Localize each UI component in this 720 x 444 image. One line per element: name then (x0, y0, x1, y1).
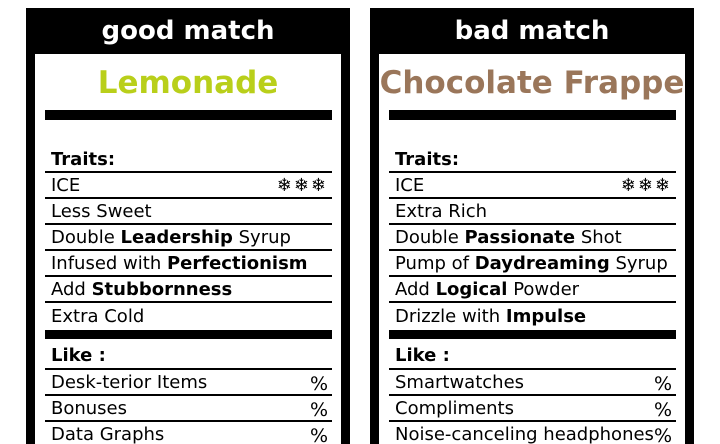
drink-name: Chocolate Frappe (379, 65, 685, 101)
percent-value: % (309, 424, 328, 444)
divider-bar (45, 330, 332, 339)
ice-label: ICE (395, 174, 425, 196)
divider-bar (389, 110, 676, 120)
trait-row: Double Passionate Shot (389, 225, 676, 251)
trait-row: Extra Cold (51, 305, 145, 327)
like-row: Compliments% (389, 396, 676, 422)
card-header: good match (101, 16, 275, 46)
ice-label: ICE (51, 174, 81, 196)
card-body: Chocolate Frappe Traits: ICE ❄❄❄ Extra R… (379, 54, 685, 444)
divider-bar (45, 110, 332, 120)
like-row: Bonuses% (45, 396, 332, 422)
trait-row: Add Stubbornness (45, 277, 332, 303)
percent-value: % (309, 372, 328, 395)
snowflake-icon: ❄❄❄ (620, 174, 672, 196)
percent-value: % (653, 424, 672, 444)
trait-row: Drizzle with Impulse (395, 305, 587, 327)
like-row: Noise-canceling headphones% (389, 422, 676, 444)
card-body: Lemonade Traits: ICE ❄❄❄ Less Sweet Doub… (35, 54, 341, 444)
trait-ice-row: ICE ❄❄❄ (45, 173, 332, 199)
like-title: Like : (45, 339, 332, 370)
trait-row: Add Logical Powder (389, 277, 676, 303)
trait-row: Pump of Daydreaming Syrup (389, 251, 676, 277)
like-row: Data Graphs% (45, 422, 332, 444)
traits-title: Traits: (389, 146, 676, 173)
divider-bar (389, 330, 676, 339)
percent-value: % (653, 398, 672, 421)
good-match-card: good match Lemonade Traits: ICE ❄❄❄ Less… (26, 8, 350, 444)
card-header: bad match (454, 16, 610, 46)
traits-title: Traits: (45, 146, 332, 173)
like-title: Like : (389, 339, 676, 370)
label-panel: Traits: ICE ❄❄❄ Less Sweet Double Leader… (45, 110, 332, 444)
trait-ice-row: ICE ❄❄❄ (389, 173, 676, 199)
trait-row: Infused with Perfectionism (45, 251, 332, 277)
like-row: Desk-terior Items% (45, 370, 332, 396)
trait-row: Less Sweet (45, 199, 332, 225)
label-panel: Traits: ICE ❄❄❄ Extra Rich Double Passio… (389, 110, 676, 444)
like-row: Smartwatches% (389, 370, 676, 396)
trait-row: Extra Rich (389, 199, 676, 225)
drink-name: Lemonade (97, 65, 279, 101)
percent-value: % (309, 398, 328, 421)
percent-value: % (653, 372, 672, 395)
bad-match-card: bad match Chocolate Frappe Traits: ICE ❄… (370, 8, 694, 444)
snowflake-icon: ❄❄❄ (276, 174, 328, 196)
trait-row: Double Leadership Syrup (45, 225, 332, 251)
